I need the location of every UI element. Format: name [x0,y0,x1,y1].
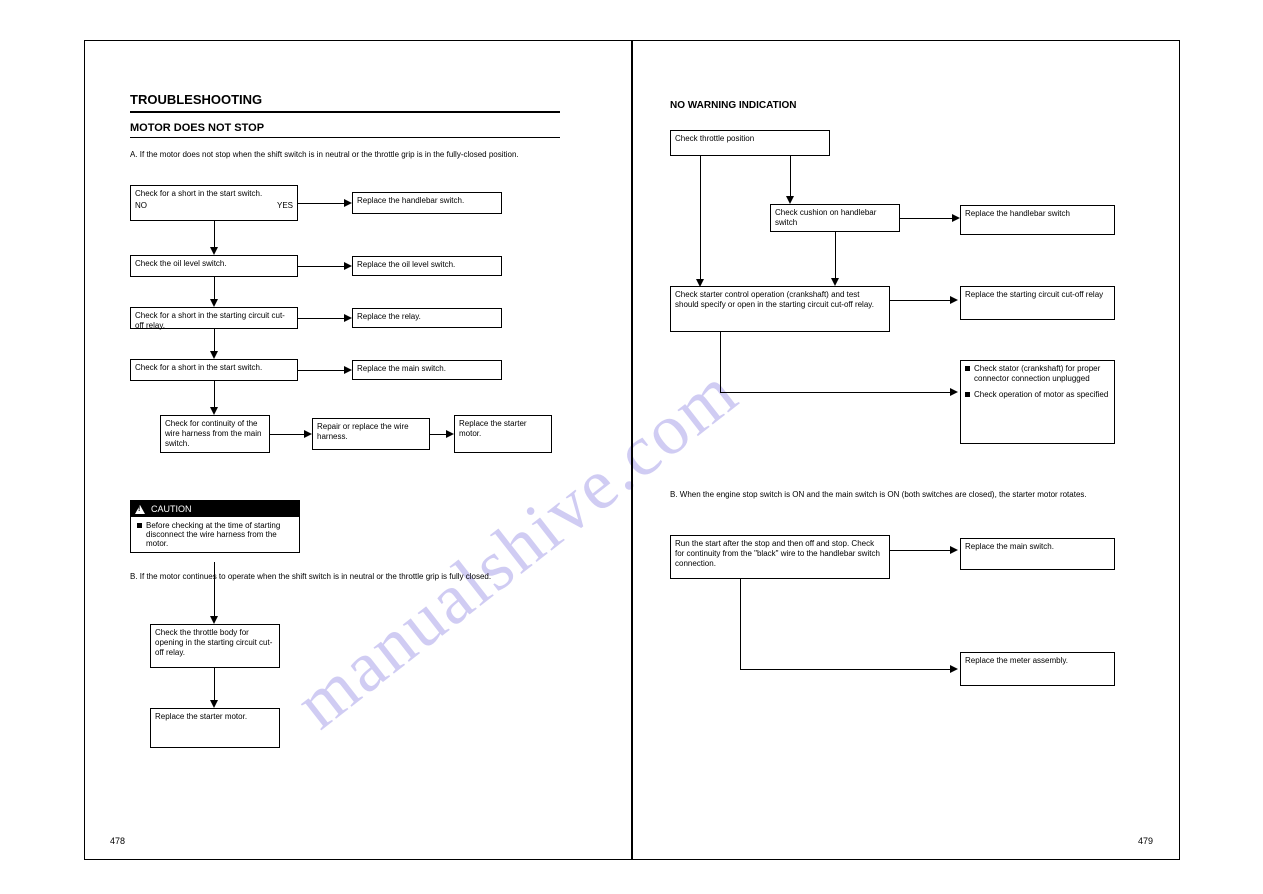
box-l1: Check for a short in the start switch. N… [130,185,298,221]
box-l2: Check the oil level switch. [130,255,298,277]
caution-header: CAUTION [131,501,299,517]
caution-title: CAUTION [151,504,192,514]
box-r3r: Replace the starting circuit cut-off rel… [960,286,1115,320]
arrow [835,232,836,280]
arrow [270,434,306,435]
box-l4-text: Check for a short in the start switch. [135,363,262,372]
section-title-left: TROUBLESHOOTING [130,92,560,113]
warning-icon [135,505,145,514]
arrow-head [210,700,218,708]
arrow-head [344,366,352,374]
arrow-head [344,262,352,270]
arrow [214,277,215,301]
arrow [790,156,791,198]
arrow-head [446,430,454,438]
arrow-head [950,665,958,673]
box-l5m: Repair or replace the wire harness. [312,418,430,450]
box-l2-text: Check the oil level switch. [135,259,227,268]
label-a-left: A. If the motor does not stop when the s… [130,150,570,159]
arrow-head [786,196,794,204]
arrow-head [950,388,958,396]
arrow [298,318,346,319]
box-r2r: Replace the handlebar switch [960,205,1115,235]
box-l5: Check for continuity of the wire harness… [160,415,270,453]
page-num-left: 478 [110,836,125,846]
box-r1: Check throttle position [670,130,830,156]
box-r4: Check stator (crankshaft) for proper con… [960,360,1115,444]
box-l1r: Replace the handlebar switch. [352,192,502,214]
right-page [632,40,1180,860]
arrow-head [952,214,960,222]
label-b-left: B. If the motor continues to operate whe… [130,572,560,581]
arrow-head [210,407,218,415]
arrow [720,332,721,392]
box-l5r: Replace the starter motor. [454,415,552,453]
box-l6-text: Check the throttle body for opening in t… [155,628,272,657]
box-l1-text: Check for a short in the start switch. [135,189,262,198]
r4-bullet-1: Check operation of motor as specified [974,390,1108,400]
caution-text: Before checking at the time of starting … [146,521,293,548]
box-l4r: Replace the main switch. [352,360,502,380]
arrow [214,221,215,249]
box-l4: Check for a short in the start switch. [130,359,298,381]
bullet-icon [137,523,142,528]
arrow [214,381,215,409]
arrow [890,300,952,301]
box-l3-text: Check for a short in the starting circui… [135,311,285,330]
page-num-right: 479 [1138,836,1153,846]
arrow-head [210,299,218,307]
arrow-head [950,546,958,554]
box-l3: Check for a short in the starting circui… [130,307,298,329]
arrow [214,329,215,353]
bullet-icon [965,366,970,371]
arrow [890,550,952,551]
box-r6r: Replace the meter assembly. [960,652,1115,686]
caution-box: CAUTION Before checking at the time of s… [130,500,300,553]
no-label: NO [135,201,147,211]
arrow-head [210,247,218,255]
arrow-head [344,199,352,207]
caution-bullet: Before checking at the time of starting … [137,521,293,548]
arrow [298,266,346,267]
r4-bullet-0: Check stator (crankshaft) for proper con… [974,364,1110,384]
arrow [298,370,346,371]
box-r3: Check starter control operation (cranksh… [670,286,890,332]
box-r3-text: Check starter control operation (cranksh… [675,290,874,309]
arrow-head [344,314,352,322]
arrow-head [304,430,312,438]
arrow [700,156,701,281]
box-l7: Replace the starter motor. [150,708,280,748]
arrow [720,392,952,393]
arrow-head [210,616,218,624]
arrow [740,579,741,669]
box-l3r: Replace the relay. [352,308,502,328]
box-r5-text: Run the start after the stop and then of… [675,539,880,568]
arrow [298,203,346,204]
box-r2: Check cushion on handlebar switch [770,204,900,232]
arrow [900,218,954,219]
bullet-icon [965,392,970,397]
arrow-head [210,351,218,359]
box-r5r: Replace the main switch. [960,538,1115,570]
box-r5: Run the start after the stop and then of… [670,535,890,579]
arrow [214,668,215,702]
label-b-right: B. When the engine stop switch is ON and… [670,490,1140,499]
arrow [214,562,215,618]
arrow [740,669,952,670]
section-title-right: NO WARNING INDICATION [670,100,1110,111]
box-l6: Check the throttle body for opening in t… [150,624,280,668]
arrow-head [950,296,958,304]
box-l2r: Replace the oil level switch. [352,256,502,276]
arrow-head [831,278,839,286]
yes-label: YES [277,201,293,211]
subsection-title-left: MOTOR DOES NOT STOP [130,122,560,138]
